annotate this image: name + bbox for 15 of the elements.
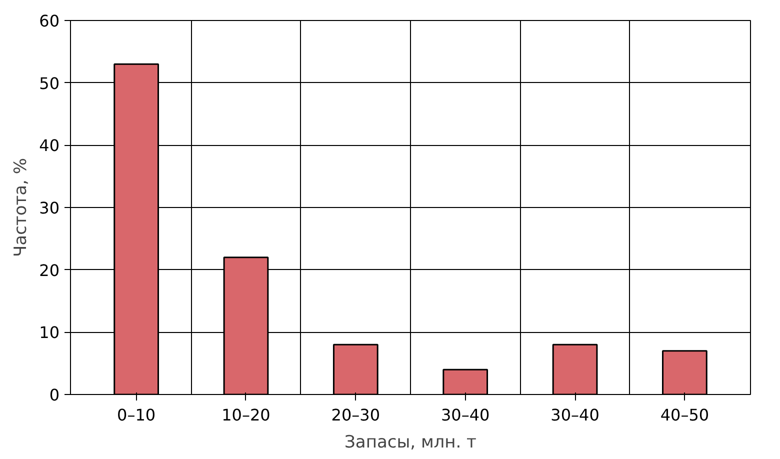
x-tick-label: 20–30 <box>331 406 380 424</box>
y-tick-label: 0 <box>49 386 60 404</box>
x-tick-label: 10–20 <box>222 406 270 424</box>
y-axis-title: Частота, % <box>11 158 32 257</box>
y-tick-label: 60 <box>39 12 60 30</box>
y-tick-label: 50 <box>39 74 60 93</box>
x-tick-label: 30–40 <box>550 406 600 424</box>
y-tick-label: 30 <box>39 198 60 218</box>
y-tick-label: 20 <box>39 260 60 280</box>
x-axis-title: Запасы, млн. т <box>344 432 477 452</box>
y-tick-label: 40 <box>39 136 60 156</box>
x-tick-label: 30–40 <box>440 406 490 424</box>
y-tick-label: 10 <box>39 323 60 342</box>
x-tick-label: 0–10 <box>117 406 156 424</box>
x-tick-label: 40–50 <box>660 406 710 424</box>
